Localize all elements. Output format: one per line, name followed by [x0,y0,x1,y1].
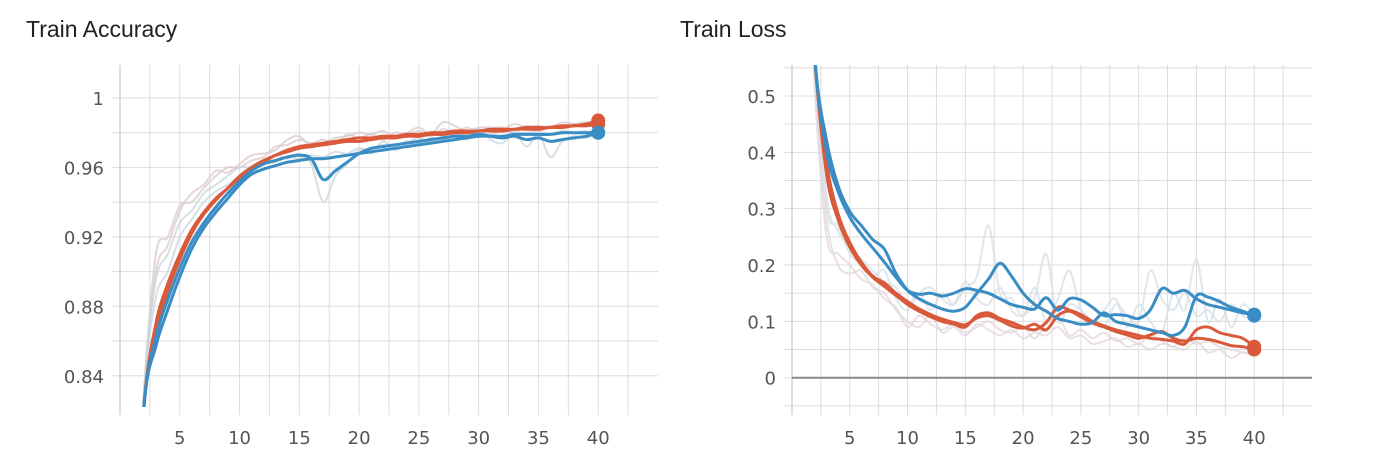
series-line-raw [141,129,600,407]
series-line-smoothed [142,131,600,407]
series-end-marker [591,125,606,140]
train-accuracy-panel: Train Accuracy 5 10 15 20 25 30 35 40 0.84 0.88 0.… [0,0,700,458]
y-tick-label: 0.92 [64,228,104,249]
x-tick-label: 30 [467,428,490,449]
series-line-smoothed [813,65,1256,321]
train-loss-panel: Train Loss 5 10 15 20 25 30 35 40 0 0.1 0.2 0.3 0.4 0… [680,0,1400,458]
series-line-raw [812,65,1256,359]
x-tick-label: 15 [288,428,311,449]
x-tick-label: 40 [1243,428,1266,449]
x-tick-label: 25 [407,428,430,449]
y-tick-label: 0.96 [64,158,104,179]
series-line-smoothed [142,131,600,407]
series-line-smoothed [142,122,600,407]
train-loss-chart[interactable]: 5 10 15 20 25 30 35 40 0 0.1 0.2 0.3 0.4 0.5 [700,0,1400,458]
y-tick-label: 0.4 [747,143,776,164]
series-line-raw [141,117,600,407]
x-tick-label: 35 [1185,428,1208,449]
y-tick-label: 0.1 [747,312,776,333]
x-tick-label: 15 [954,428,977,449]
y-tick-label: 0.88 [64,297,104,318]
chart-title: Train Accuracy [26,16,178,42]
x-tick-label: 40 [587,428,610,449]
x-tick-label: 30 [1127,428,1150,449]
series-line-raw [141,128,600,407]
series-end-marker [1247,339,1262,354]
y-tick-label: 0.2 [747,256,776,277]
x-tick-label: 10 [228,428,251,449]
y-tick-label: 0.3 [747,200,776,221]
series-line-smoothed [813,65,1256,338]
x-tick-label: 5 [174,428,185,449]
x-tick-label: 10 [896,428,919,449]
y-tick-label: 0 [765,369,776,390]
x-tick-label: 20 [1012,428,1035,449]
y-tick-label: 0.84 [64,367,104,388]
series-end-marker [1247,307,1262,322]
series-line-raw [142,121,600,407]
x-tick-label: 20 [348,428,371,449]
series-line-smoothed [142,119,600,407]
chart-title: Train Loss [680,16,787,42]
series-line-smoothed [813,65,1256,349]
x-tick-label: 25 [1069,428,1092,449]
x-tick-label: 5 [844,428,855,449]
train-accuracy-chart[interactable]: 5 10 15 20 25 30 35 40 0.84 0.88 0.92 0.96 1 [0,0,700,458]
y-tick-label: 0.5 [747,87,776,108]
x-tick-label: 35 [527,428,550,449]
y-tick-label: 1 [93,89,104,110]
series-line-raw [813,65,1256,329]
